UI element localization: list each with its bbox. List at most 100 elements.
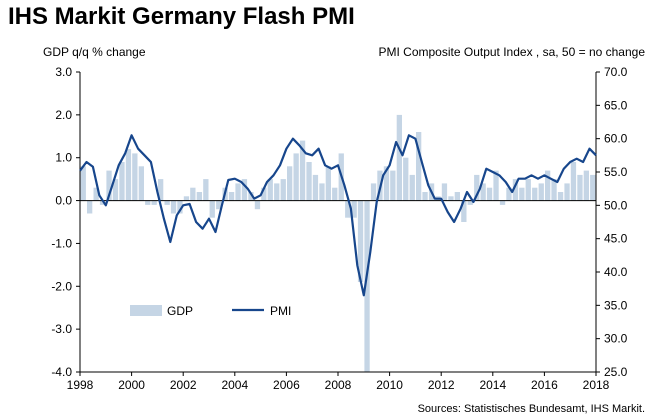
gdp-bar	[274, 183, 280, 201]
gdp-bar	[364, 200, 370, 372]
x-tick-label: 2004	[221, 378, 248, 392]
gdp-bar	[370, 183, 377, 201]
gdp-bar	[538, 183, 544, 201]
gdp-bar	[151, 200, 157, 205]
gdp-bar	[545, 170, 551, 201]
gdp-bar	[261, 187, 267, 201]
gdp-bar	[138, 166, 144, 201]
gdp-bar	[93, 187, 99, 201]
gdp-bar	[512, 179, 519, 201]
y-right-tick-label: 70.0	[604, 65, 628, 79]
pmi-line	[79, 134, 597, 297]
gdp-bar	[312, 174, 319, 201]
gdp-bar	[177, 200, 183, 214]
gdp-bar	[351, 200, 357, 218]
gdp-bar	[396, 114, 402, 201]
gdp-bar	[461, 200, 467, 222]
legend-gdp-swatch	[130, 305, 162, 316]
gdp-bar	[196, 192, 202, 201]
tick-labels: 3.0 2.0 1.0 0.0 -1.0 -2.0 -3.0 -4.0 70.0 65.0 60.0…	[51, 65, 627, 392]
y-right-tick-label: 45.0	[604, 232, 628, 246]
y-right-tick-label: 25.0	[604, 365, 628, 379]
gdp-bar	[383, 166, 390, 201]
gdp-bar	[564, 183, 570, 201]
gdp-bar	[287, 166, 293, 201]
x-tick-label: 2008	[325, 378, 352, 392]
gdp-bar	[170, 200, 177, 214]
y-left-axis-label: GDP q/q % change	[43, 45, 146, 59]
gdp-bar	[80, 166, 86, 201]
gdp-bar	[183, 196, 190, 201]
y-right-tick-label: 50.0	[604, 198, 628, 212]
gdp-bar	[216, 200, 222, 210]
gdp-bar	[132, 153, 138, 201]
gdp-bar	[409, 174, 415, 201]
y-right-tick-label: 30.0	[604, 332, 628, 346]
y-right-tick-label: 35.0	[604, 298, 628, 312]
legend-gdp-label: GDP	[167, 304, 193, 318]
gdp-bar	[254, 200, 261, 210]
gdp-bar	[519, 187, 525, 201]
gdp-bar	[106, 170, 112, 201]
gdp-bar	[441, 183, 448, 201]
gdp-bar	[241, 179, 248, 201]
y-left-tick-label: 3.0	[55, 65, 72, 79]
x-tick-label: 2018	[583, 378, 610, 392]
y-left-tick-label: 0.0	[55, 194, 72, 208]
x-tick-label: 2016	[531, 378, 558, 392]
gdp-bar	[590, 174, 596, 201]
y-left-tick-label: 2.0	[55, 108, 72, 122]
chart-title: IHS Markit Germany Flash PMI	[8, 3, 355, 30]
x-tick-label: 2012	[428, 378, 455, 392]
y-right-tick-label: 40.0	[604, 265, 628, 279]
x-tick-label: 2014	[479, 378, 506, 392]
gdp-bar	[577, 174, 583, 201]
x-tick-label: 1998	[67, 378, 94, 392]
gdp-bar	[525, 179, 531, 201]
x-tick-label: 2002	[170, 378, 197, 392]
gdp-bar	[474, 174, 480, 201]
gdp-bar	[280, 179, 286, 201]
gdp-bar	[306, 162, 312, 201]
gdp-bar	[532, 187, 538, 201]
source-note: Sources: Statistisches Bundesamt, IHS Ma…	[417, 403, 645, 415]
gdp-bar	[493, 170, 499, 201]
y-right-tick-label: 60.0	[604, 132, 628, 146]
gdp-bar	[480, 183, 486, 201]
gdp-bar	[486, 187, 493, 201]
legend-pmi-label: PMI	[270, 304, 291, 318]
gdp-bars	[80, 114, 596, 372]
gdp-bar	[551, 179, 557, 201]
gdp-bar	[87, 200, 93, 214]
gdp-bar	[332, 187, 338, 201]
gdp-bar	[164, 200, 170, 205]
gdp-bar	[235, 183, 241, 201]
y-left-tick-label: 1.0	[55, 151, 72, 165]
gdp-bar	[203, 179, 209, 201]
gdp-bar	[422, 192, 428, 201]
y-right-tick-label: 65.0	[604, 98, 628, 112]
y-left-tick-label: -3.0	[51, 322, 72, 336]
gdp-bar	[112, 179, 119, 201]
gdp-bar	[325, 166, 331, 201]
gdp-bar	[583, 170, 589, 201]
x-tick-label: 2010	[376, 378, 403, 392]
gdp-bar	[248, 192, 254, 201]
gdp-bar	[345, 200, 351, 218]
gdp-bar	[557, 192, 564, 201]
gdp-bar	[416, 132, 422, 201]
gdp-bar	[506, 187, 512, 201]
gdp-bar	[357, 200, 364, 282]
gdp-bar	[570, 162, 577, 201]
gdp-bar	[158, 179, 164, 201]
gdp-bar	[125, 149, 132, 201]
gdp-bar	[209, 200, 215, 218]
gdp-bar	[190, 187, 196, 201]
gdp-bar	[319, 183, 325, 201]
legend: GDP PMI	[130, 304, 291, 318]
gdp-bar	[228, 192, 235, 201]
gdp-bar	[145, 200, 151, 205]
gdp-bar	[448, 196, 454, 201]
